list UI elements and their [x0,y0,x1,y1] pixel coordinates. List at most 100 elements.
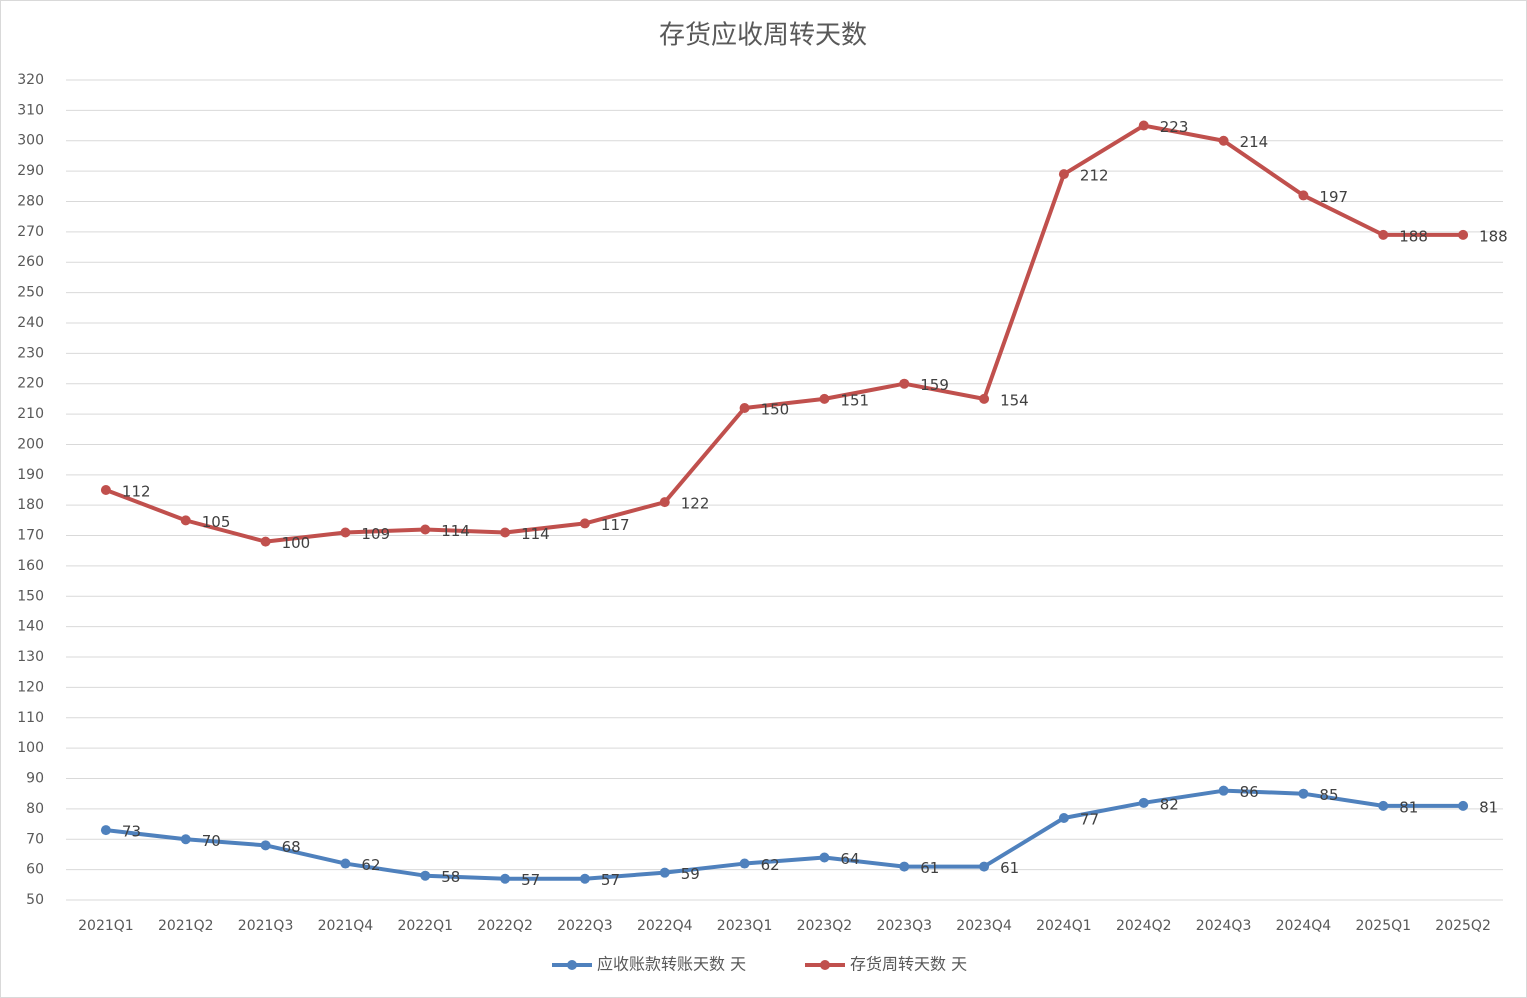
data-point [819,393,830,404]
x-tick-label: 2023Q2 [797,918,853,934]
x-tick-label: 2021Q3 [238,918,294,934]
x-tick-label: 2024Q2 [1116,918,1172,934]
x-tick-label: 2024Q3 [1196,918,1252,934]
x-tick-label: 2022Q2 [477,918,533,934]
data-label: 159 [920,376,949,394]
data-point [819,852,830,863]
data-label: 59 [681,865,700,883]
data-label: 57 [521,871,540,889]
data-label: 154 [1000,391,1029,409]
data-label: 57 [601,871,620,889]
data-label: 64 [840,850,859,868]
y-tick-label: 260 [17,254,44,270]
legend-label: 存货周转天数 天 [850,955,967,974]
y-tick-label: 50 [26,892,44,908]
data-label: 77 [1080,811,1099,829]
data-point [1058,813,1069,823]
x-tick-label: 2022Q3 [557,918,613,934]
data-label: 62 [761,856,780,874]
data-label: 122 [681,495,710,513]
data-label: 61 [920,859,939,877]
data-point [1138,797,1149,808]
x-tick-label: 2023Q1 [717,918,773,934]
y-tick-label: 90 [26,771,44,787]
x-tick-label: 2025Q1 [1355,918,1411,934]
data-label: 114 [521,525,550,543]
data-point [340,858,351,869]
y-tick-label: 60 [26,862,44,878]
x-tick-label: 2021Q2 [158,918,214,934]
data-point [1378,800,1389,811]
data-label: 150 [761,401,790,419]
data-point [500,873,511,884]
y-tick-label: 160 [17,558,44,574]
data-point [180,515,191,526]
x-tick-label: 2021Q4 [318,918,374,934]
y-tick-label: 180 [17,497,44,513]
data-label: 85 [1319,786,1338,804]
y-tick-label: 190 [17,467,44,483]
data-label: 58 [441,868,460,886]
data-label: 223 [1160,118,1189,136]
x-tick-label: 2024Q4 [1276,918,1332,934]
y-tick-label: 310 [17,102,44,118]
data-point [739,858,750,869]
x-tick-label: 2022Q4 [637,918,693,934]
data-point [1138,120,1149,131]
y-tick-label: 100 [17,740,44,756]
data-label: 73 [122,823,141,841]
legend-label: 应收账款转账天数 天 [597,955,746,974]
data-point [1058,169,1069,180]
y-tick-label: 170 [17,528,44,544]
x-tick-label: 2023Q4 [956,918,1012,934]
data-label: 151 [840,391,869,409]
y-tick-label: 250 [17,285,44,301]
x-tick-label: 2021Q1 [78,918,134,934]
data-label: 117 [601,516,630,534]
x-tick-label: 2022Q1 [397,918,453,934]
data-point [500,527,511,538]
series-line [105,123,1464,544]
data-label: 112 [122,483,151,501]
data-label: 61 [1000,859,1019,877]
y-tick-label: 150 [17,588,44,604]
y-tick-label: 120 [17,679,44,695]
data-point [899,861,910,872]
y-tick-label: 130 [17,649,44,665]
data-label: 81 [1479,798,1498,816]
data-label: 188 [1479,227,1508,245]
x-tick-label: 2025Q2 [1435,918,1491,934]
data-point [739,403,750,413]
chart-title: 存货应收周转天数 [659,21,867,51]
y-tick-label: 240 [17,315,44,331]
data-label: 100 [282,534,311,552]
y-tick-label: 270 [17,224,44,240]
legend-marker [820,960,830,970]
y-tick-label: 300 [17,133,44,149]
data-label: 212 [1080,167,1109,185]
data-point [1298,788,1309,799]
data-point [899,378,910,389]
data-label: 68 [282,838,301,856]
data-point [1218,785,1229,796]
data-point [1218,135,1229,146]
data-point [579,518,590,529]
data-label: 109 [361,525,390,543]
data-label: 197 [1319,188,1348,206]
data-point [979,861,990,872]
y-tick-label: 110 [17,710,44,726]
y-tick-label: 200 [17,436,44,452]
y-tick-label: 220 [17,376,44,392]
data-point [1378,229,1389,240]
data-label: 82 [1160,795,1179,813]
data-point [579,873,590,884]
data-label: 70 [202,832,221,850]
y-tick-label: 320 [17,72,44,88]
data-point [1458,229,1469,240]
data-point [659,867,670,878]
x-tick-label: 2024Q1 [1036,918,1092,934]
data-point [100,825,111,836]
data-point [100,485,111,495]
data-point [979,393,990,404]
